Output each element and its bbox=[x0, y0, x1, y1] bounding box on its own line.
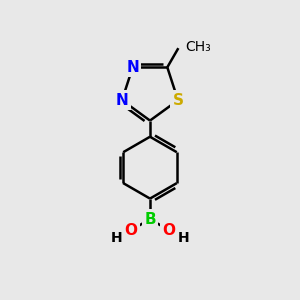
Text: O: O bbox=[124, 223, 137, 238]
Text: N: N bbox=[126, 60, 139, 75]
Text: H: H bbox=[111, 231, 123, 245]
Text: N: N bbox=[116, 93, 128, 108]
Text: CH₃: CH₃ bbox=[186, 40, 211, 54]
Text: B: B bbox=[144, 212, 156, 227]
Text: H: H bbox=[177, 231, 189, 245]
Text: O: O bbox=[163, 223, 176, 238]
Text: S: S bbox=[172, 93, 184, 108]
